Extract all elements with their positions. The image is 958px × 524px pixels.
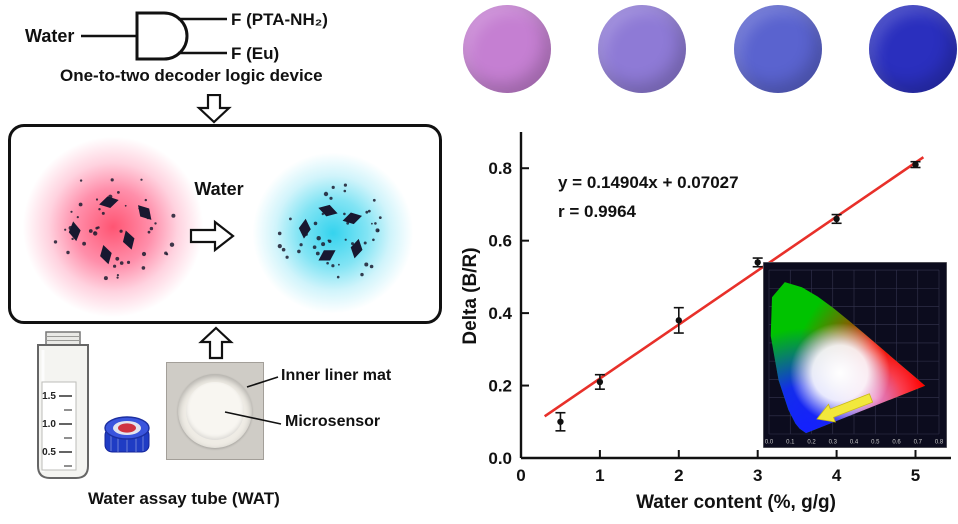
graduation-1-5: 1.5	[42, 391, 56, 402]
data-point	[833, 215, 840, 223]
y-tick-label: 0.6	[488, 232, 512, 251]
mof-particles-decoration	[53, 178, 382, 281]
y-tick-label: 0.4	[488, 304, 512, 323]
mof-sheet-icon	[318, 204, 338, 217]
svg-text:0.5: 0.5	[871, 440, 880, 446]
sensor-dot-1	[463, 5, 551, 93]
arrow-right-icon	[189, 219, 235, 253]
mof-sheet-icon	[99, 196, 119, 209]
y-tick-label: 0.0	[488, 449, 512, 468]
decoder-caption: One-to-two decoder logic device	[60, 66, 323, 85]
svg-text:0.6: 0.6	[892, 440, 901, 446]
x-tick-label: 5	[911, 466, 920, 485]
decoder-input-label: Water	[25, 26, 74, 46]
red-emission-glow	[21, 135, 205, 319]
fit-line	[543, 156, 925, 418]
decoder-output-label-2: F (Eu)	[231, 44, 279, 63]
cie-shift-arrow-icon	[816, 393, 874, 423]
water-trigger-label: Water	[194, 179, 244, 199]
decoder-output-label-1: F (PTA-NH₂)	[231, 10, 328, 29]
data-point	[754, 259, 761, 266]
calibration-chart: 0 1 2 3 4 5 0.0 0.2 0.4 0.6 0.8 y = 0.14904x + 0.0…	[455, 116, 958, 524]
pointer-lines	[224, 376, 282, 425]
svg-text:0.4: 0.4	[850, 440, 859, 446]
microsensor-disc	[186, 382, 244, 440]
inset-tick-labels: 0.0 0.1 0.2 0.3 0.4 0.5 0.6 0.7 0.8	[765, 440, 944, 446]
sensor-dot-2	[598, 5, 687, 93]
inner-liner-mat-label: Inner liner mat	[281, 367, 392, 384]
microsensor-label: Microsensor	[285, 413, 381, 430]
data-point	[912, 161, 919, 168]
wat-caption: Water assay tube (WAT)	[88, 489, 280, 508]
svg-text:0.8: 0.8	[935, 440, 944, 446]
blue-cap-icon	[104, 416, 150, 453]
sensing-scheme-box: Water	[8, 124, 442, 324]
microsensor-photo	[166, 362, 264, 460]
y-axis-label: Delta (B/R)	[460, 247, 481, 345]
graduation-0-5: 0.5	[42, 447, 56, 458]
data-point	[557, 418, 564, 425]
y-tick-label: 0.8	[488, 159, 512, 178]
arrow-up-icon	[198, 326, 234, 360]
x-tick-label: 2	[674, 466, 683, 485]
data-point	[675, 317, 682, 324]
fit-r-label: r = 0.9964	[558, 202, 636, 221]
x-tick-label: 1	[595, 466, 604, 485]
cie-chromaticity-inset: 0.0 0.1 0.2 0.3 0.4 0.5 0.6 0.7 0.8	[763, 262, 947, 448]
svg-text:0.1: 0.1	[786, 440, 795, 446]
fit-equation-label: y = 0.14904x + 0.07027	[558, 173, 739, 192]
mof-sheet-icon	[122, 230, 135, 250]
mof-sheet-icon	[138, 205, 152, 220]
mof-sheet-icon	[100, 244, 112, 265]
mof-sheet-icon	[350, 238, 363, 259]
mof-sheet-icon	[342, 212, 363, 225]
calibration-chart-plot: 0 1 2 3 4 5 0.0 0.2 0.4 0.6 0.8	[488, 132, 951, 485]
sensor-dot-row	[463, 4, 957, 94]
graduation-1-0: 1.0	[42, 419, 56, 430]
and-gate-icon	[135, 11, 189, 61]
decoder-logic-diagram: Water F (PTA-NH₂) F (Eu)	[25, 10, 328, 63]
mof-sheet-icon	[68, 221, 81, 242]
sensor-dot-3	[733, 5, 822, 93]
svg-text:0.0: 0.0	[765, 440, 774, 446]
y-tick-label: 0.2	[488, 377, 512, 396]
arrow-down-icon	[196, 94, 232, 124]
data-point	[596, 378, 604, 386]
vial-icon: 1.5 1.0 0.5	[37, 331, 89, 479]
x-axis-label: Water content (%, g/g)	[636, 492, 836, 513]
svg-text:0.2: 0.2	[807, 440, 816, 446]
mof-sheet-icon	[318, 250, 336, 261]
svg-text:0.7: 0.7	[914, 440, 923, 446]
sensor-dot-4	[868, 5, 957, 93]
mof-sheet-icon	[298, 218, 311, 239]
x-tick-label: 0	[516, 466, 525, 485]
x-tick-label: 4	[832, 466, 842, 485]
x-tick-label: 3	[753, 466, 762, 485]
svg-text:0.3: 0.3	[829, 440, 838, 446]
